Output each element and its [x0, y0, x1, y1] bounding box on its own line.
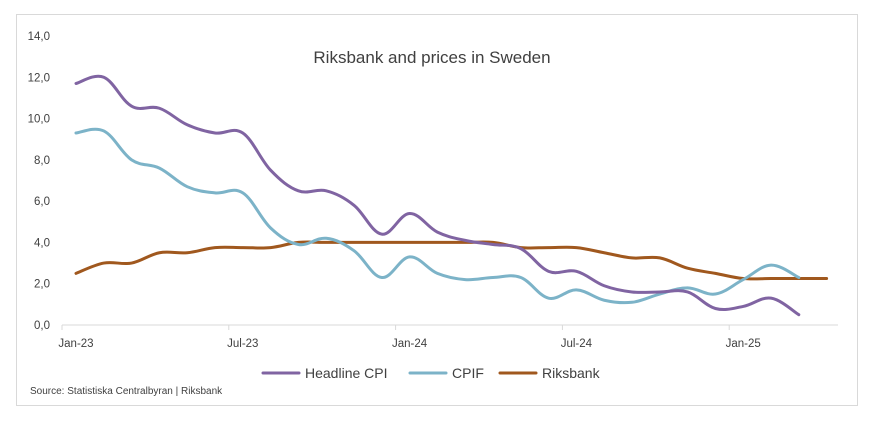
y-axis-labels: 0,0 2,0 4,0 6,0 8,0 10,0 12,0 14,0: [28, 31, 50, 332]
y-tick-label: 8,0: [34, 155, 50, 167]
x-tick-label: Jul-24: [561, 338, 593, 350]
y-tick-label: 4,0: [34, 237, 50, 249]
legend-label-riksbank: Riksbank: [542, 365, 601, 381]
legend-label-cpif: CPIF: [452, 365, 484, 381]
x-axis-ticks: Jan-23 Jul-23 Jan-24 Jul-24 Jan-25: [58, 325, 761, 350]
y-tick-label: 10,0: [28, 114, 50, 126]
y-tick-label: 0,0: [34, 320, 50, 332]
series-lines: [74, 74, 829, 317]
y-tick-label: 14,0: [28, 31, 50, 43]
x-tick-label: Jan-25: [726, 338, 761, 350]
series-line-riksbank: [74, 240, 829, 281]
y-tick-label: 6,0: [34, 196, 50, 208]
chart-frame: [16, 14, 858, 406]
chart-title: Riksbank and prices in Sweden: [313, 48, 550, 67]
y-tick-label: 12,0: [28, 72, 50, 84]
series-line-headline-cpi: [74, 74, 801, 317]
x-tick-label: Jul-23: [227, 338, 258, 350]
legend: Headline CPI CPIF Riksbank: [261, 365, 601, 381]
x-tick-label: Jan-24: [392, 338, 428, 350]
x-tick-label: Jan-23: [58, 338, 93, 350]
source-note: Source: Statistiska Centralbyran | Riksb…: [30, 386, 223, 397]
y-tick-label: 2,0: [34, 279, 50, 291]
series-line-cpif: [74, 127, 801, 305]
legend-label-headline-cpi: Headline CPI: [305, 365, 388, 381]
